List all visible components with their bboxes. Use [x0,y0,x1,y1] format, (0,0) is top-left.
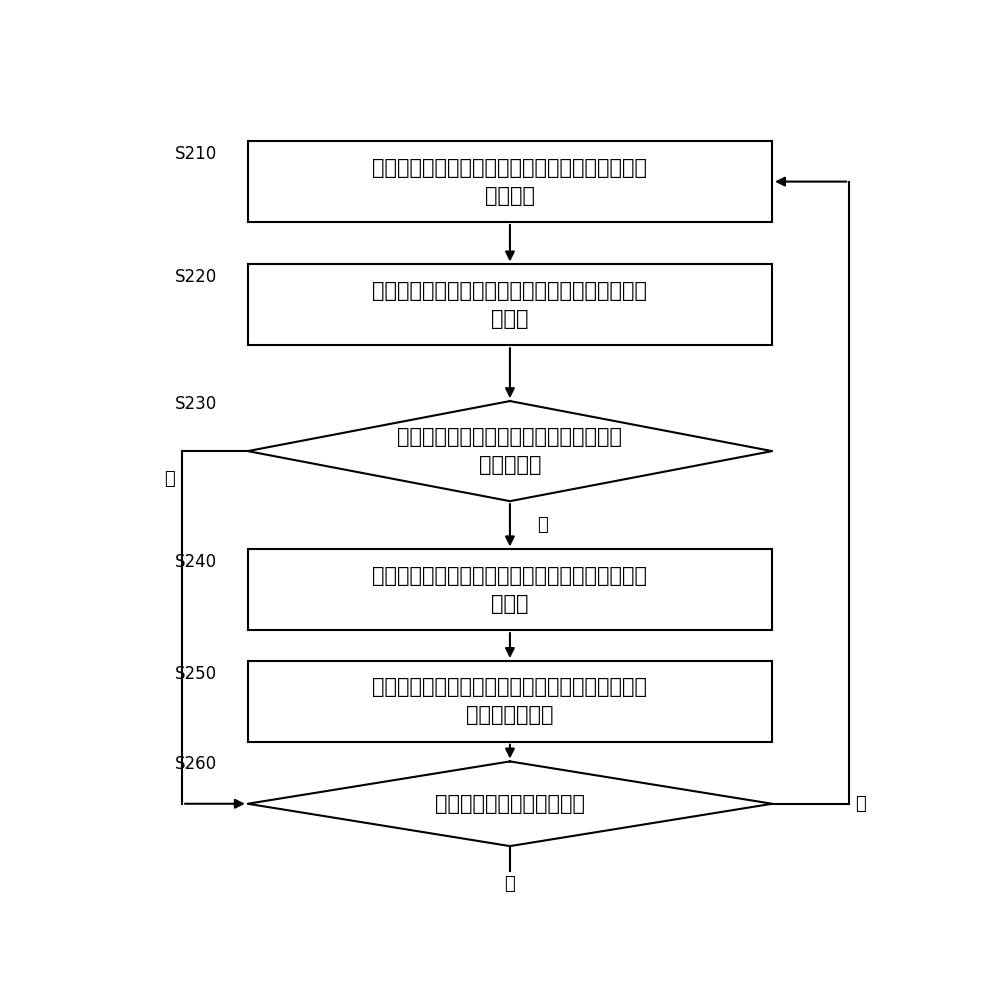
Text: 检测各频段载波的发射通道中的中频数字功率和天
馈口功率: 检测各频段载波的发射通道中的中频数字功率和天 馈口功率 [372,158,647,206]
Text: 判断计时是否达到预设时长: 判断计时是否达到预设时长 [434,794,584,814]
Bar [248,264,771,345]
Text: 否: 否 [164,470,174,488]
Text: 根据各频段载波的增益变化趋势对各频段载波执行
相应的增益调整: 根据各频段载波的增益变化趋势对各频段载波执行 相应的增益调整 [372,677,647,725]
Text: 根据各频段载波的功率差判断是否需要进
行增益调整: 根据各频段载波的功率差判断是否需要进 行增益调整 [397,427,622,475]
Text: 是: 是 [855,795,866,813]
Text: 根据各频段载波的功率差确定各频段载波的增益变
化趋势: 根据各频段载波的功率差确定各频段载波的增益变 化趋势 [372,566,647,614]
Bar [248,141,771,222]
Text: 否: 否 [504,875,515,893]
Text: S230: S230 [175,395,217,413]
Text: S240: S240 [175,553,217,571]
Polygon shape [248,401,771,501]
Text: 是: 是 [537,516,547,534]
Text: S220: S220 [175,268,217,286]
Text: S250: S250 [175,665,217,683]
Text: S210: S210 [175,145,217,163]
Bar [248,661,771,742]
Bar [248,549,771,630]
Polygon shape [248,761,771,846]
Text: 根据中频数字功率和天馈口功率计算各频段载波的
功率差: 根据中频数字功率和天馈口功率计算各频段载波的 功率差 [372,281,647,329]
Text: S260: S260 [175,755,217,773]
